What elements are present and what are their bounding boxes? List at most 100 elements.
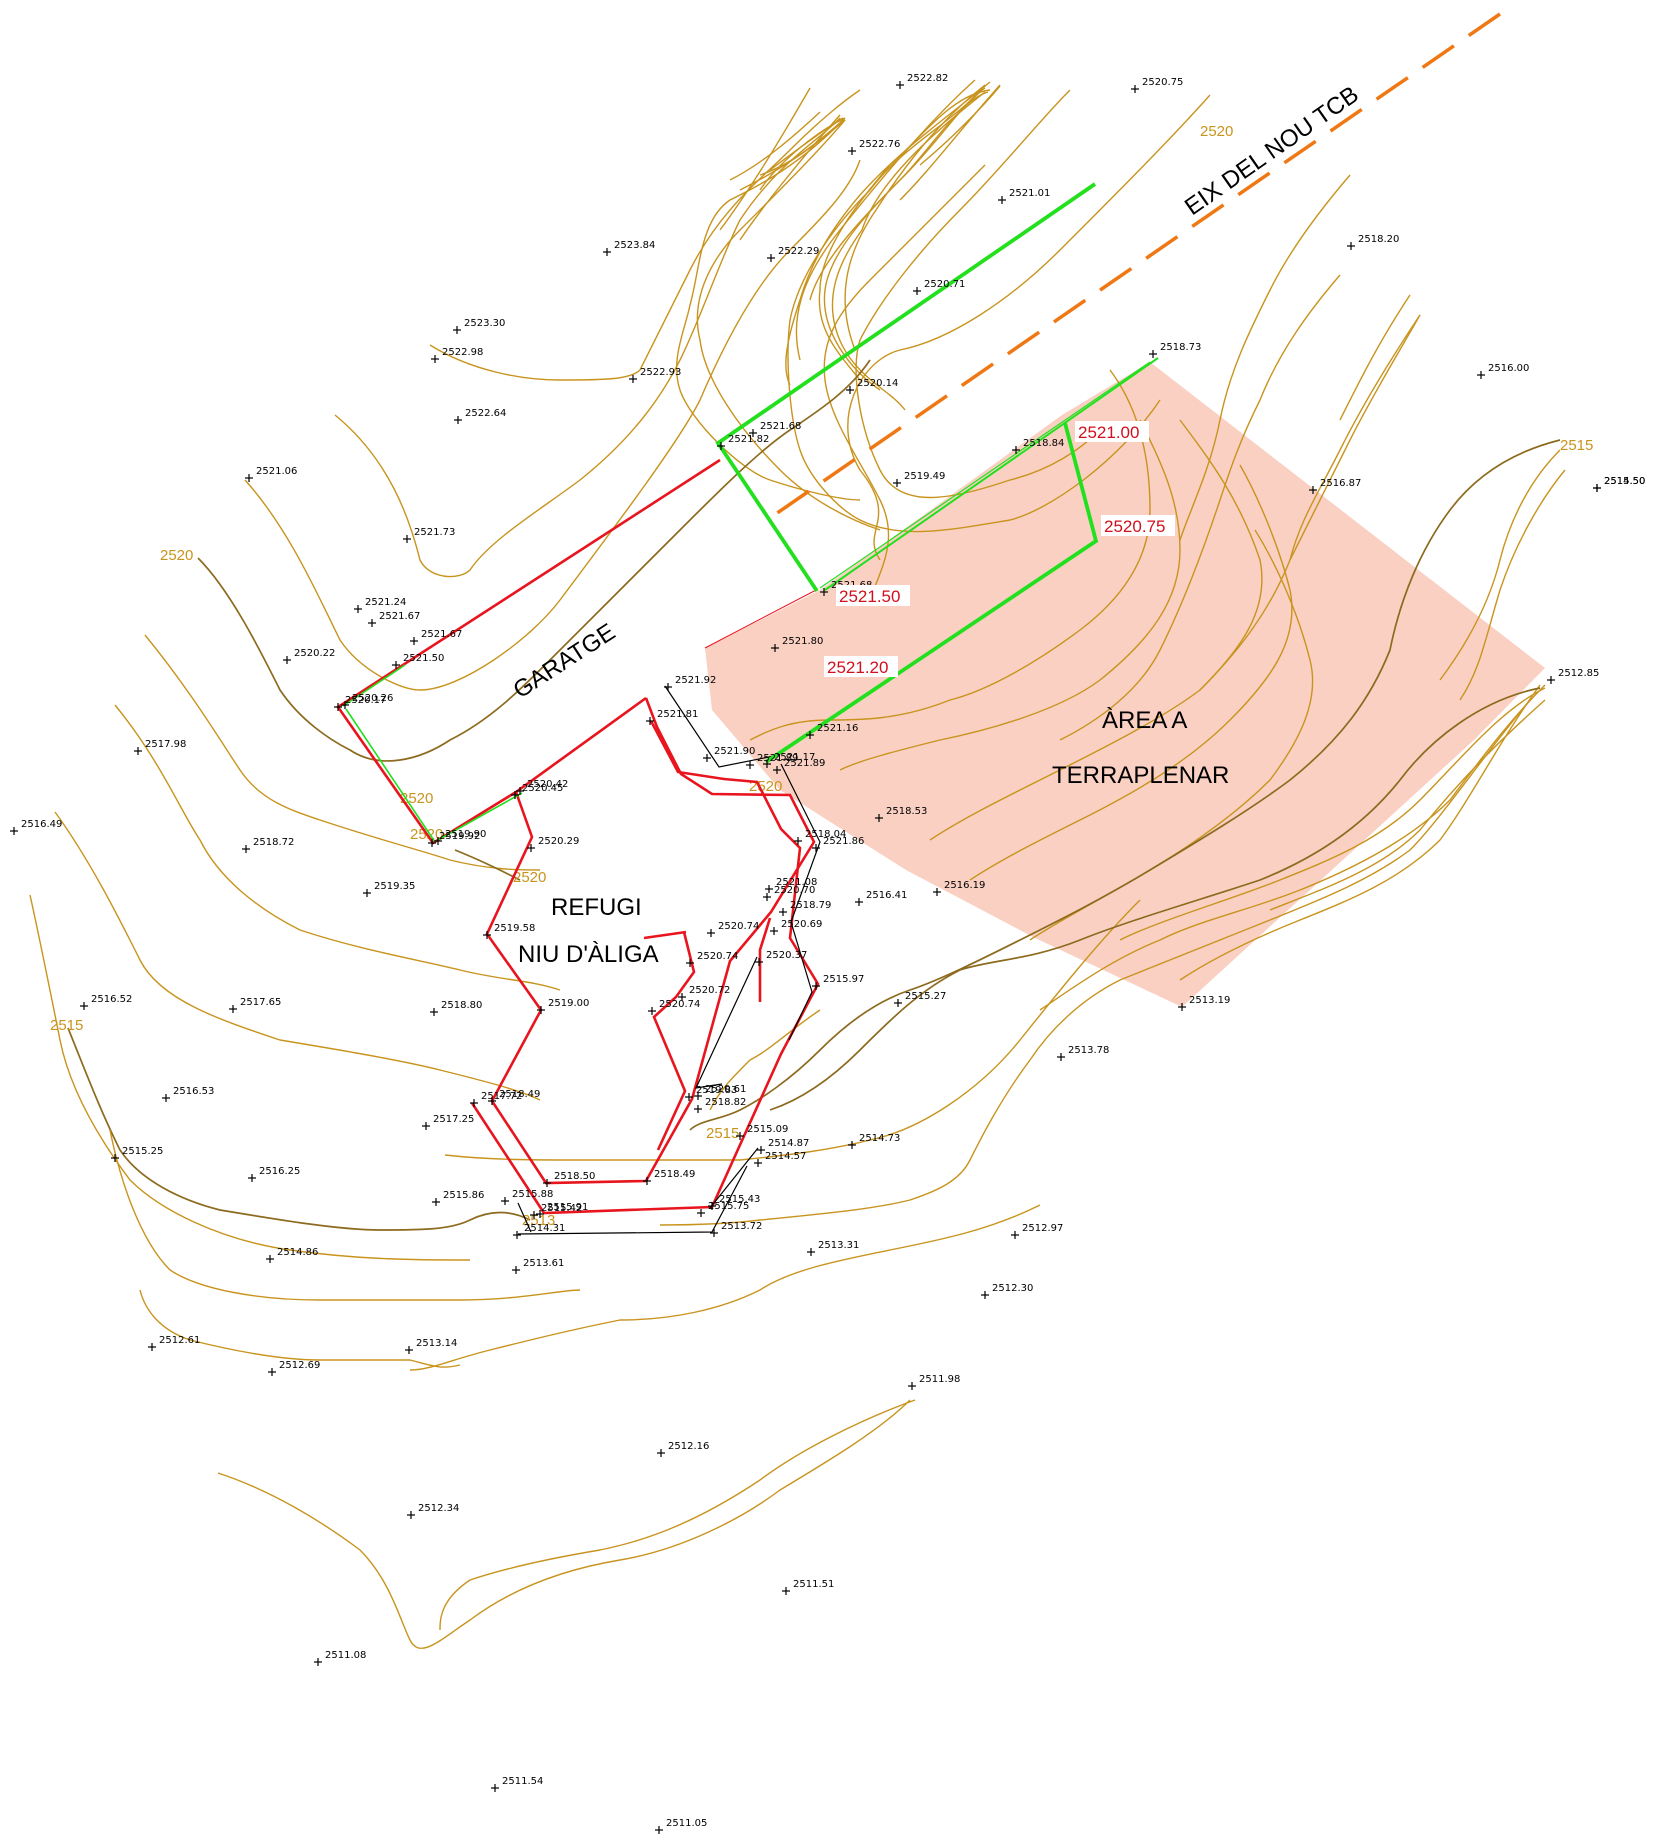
spot-height: 2513.31 [807,1240,859,1256]
spot-height-label: 2521.89 [757,753,798,764]
spot-height-label: 2521.73 [414,527,455,538]
contour-label: 2520 [160,547,193,564]
contour-line [696,119,881,531]
spot-height-label: 2518.20 [1358,234,1399,245]
contour-label: 2515 [50,1017,83,1034]
spot-height-label: 2518.73 [1160,342,1201,353]
refugi-label-line2: NIU D'ÀLIGA [518,941,659,968]
spot-height-label: 2515.91 [547,1202,588,1213]
contour-line [818,89,991,381]
spot-height-label: 2514.86 [277,1247,318,1258]
spot-height-label: 2521.67 [379,611,420,622]
area-label-line2: TERRAPLENAR [1052,762,1229,789]
spot-height: 2522.98 [431,347,483,363]
spot-height: 2516.25 [248,1166,300,1182]
spot-height-label: 2519.00 [548,998,589,1009]
contour-line [831,91,986,411]
spot-height: 2520.29 [527,836,579,852]
spot-height-label: 2521.80 [782,636,823,647]
spot-height-label: 2518.04 [805,829,846,840]
spot-height: 2520.75 [1131,77,1183,93]
refugi-label: REFUGI [551,894,642,921]
spot-height: 2519.58 [483,923,535,939]
spot-height-label: 2520.42 [527,779,568,790]
spot-height: 2511.54 [491,1776,543,1792]
spot-height-label: 2518.53 [886,806,927,817]
spot-height: 2517.98 [134,739,186,755]
contour-line [54,811,541,1101]
refugi-outline [485,697,816,1185]
spot-height: 2513.78 [1057,1045,1109,1061]
spot-height: 2517.25 [422,1114,474,1130]
contour-line [1339,294,1411,421]
spot-height-label: 2517.98 [145,739,186,750]
spot-height: 2513.19 [1178,995,1230,1011]
spot-height-label: 2522.93 [640,367,681,378]
spot-height-label: 2514.73 [859,1133,900,1144]
elevation-label: 2521.20 [827,658,888,677]
contour-line [855,89,1101,499]
spot-height-label: 2516.53 [173,1086,214,1097]
refugi-courtyard-outline [652,931,696,1151]
spot-height-label: 2514.57 [765,1151,806,1162]
garatge-label: GARATGE [509,618,621,704]
elevation-label: 2521.50 [839,587,900,606]
spot-height: 2512.97 [1011,1223,1063,1239]
spot-height-label: 2512.97 [1022,1223,1063,1234]
contour-line [823,87,986,391]
building-black-line [517,1165,748,1235]
contour-line [847,94,1211,561]
spot-height: 2515.97 [812,974,864,990]
spot-height: 2523.84 [603,240,655,256]
spot-height-label: 2521.50 [403,653,444,664]
spot-height: 2520.74 [686,951,738,967]
spot-height-label: 2515.86 [443,1190,484,1201]
spot-height: 2520.14 [846,378,898,394]
spot-height-label: 2518.84 [1023,438,1064,449]
spot-height-label: 2515.75 [708,1201,749,1212]
elevation-label: 2520.75 [1104,517,1165,536]
spot-height: 2515.42 [530,1203,582,1219]
elevation-labels: 2521.00 2520.75 2521.50 2521.20 [824,421,1175,677]
spot-height: 2517.65 [229,997,281,1013]
contour-line [334,117,841,578]
elevation-label-bg [824,656,898,677]
contour-line [429,89,861,381]
spot-height-label: 2520.75 [1142,77,1183,88]
spot-height: 2514.31 [513,1223,565,1239]
spot-height-label: 2522.98 [442,347,483,358]
contour-line [785,81,991,386]
contour-line [1039,684,1546,1011]
spot-height: 2513.14 [405,1338,457,1354]
spot-height: 2515.43 [708,1194,760,1210]
contour-line [769,687,1541,1111]
spot-height: 2521.24 [354,597,406,613]
spot-height-label: 2520.22 [294,648,335,659]
spot-height: 2520.72 [678,985,730,1001]
spot-height-label: 2521.67 [421,629,462,640]
spot-height-label: 2521.81 [657,709,698,720]
spot-height: 2516.49 [10,819,62,835]
spot-height: 2512.16 [657,1441,709,1457]
spot-height: 2521.68 [749,421,801,437]
contour-line [444,899,1141,1161]
spot-height: 2511.05 [655,1818,707,1834]
spot-height: 2516.52 [80,994,132,1010]
spot-height-label: 2518.49 [654,1169,695,1180]
spot-height: 2521.17 [763,752,815,768]
contour-line [144,634,541,871]
spot-height-label: 2520.61 [705,1084,746,1095]
spot-height: 2511.98 [908,1374,960,1390]
spot-height: 2521.90 [703,746,755,762]
spot-height-label: 2520.14 [857,378,898,389]
contour-line [109,1129,581,1301]
spot-height-label: 2512.85 [1558,668,1599,679]
spot-height-label: 2520.74 [718,921,759,932]
contour-line [1179,684,1541,981]
spot-height: 2521.50 [392,653,444,669]
spot-height: 2518.49 [643,1169,695,1185]
contour-line [719,87,811,231]
elevation-label: 2521.00 [1078,423,1139,442]
spot-height: 2515.75 [697,1201,749,1217]
spot-height-label: 2515.43 [719,1194,760,1205]
